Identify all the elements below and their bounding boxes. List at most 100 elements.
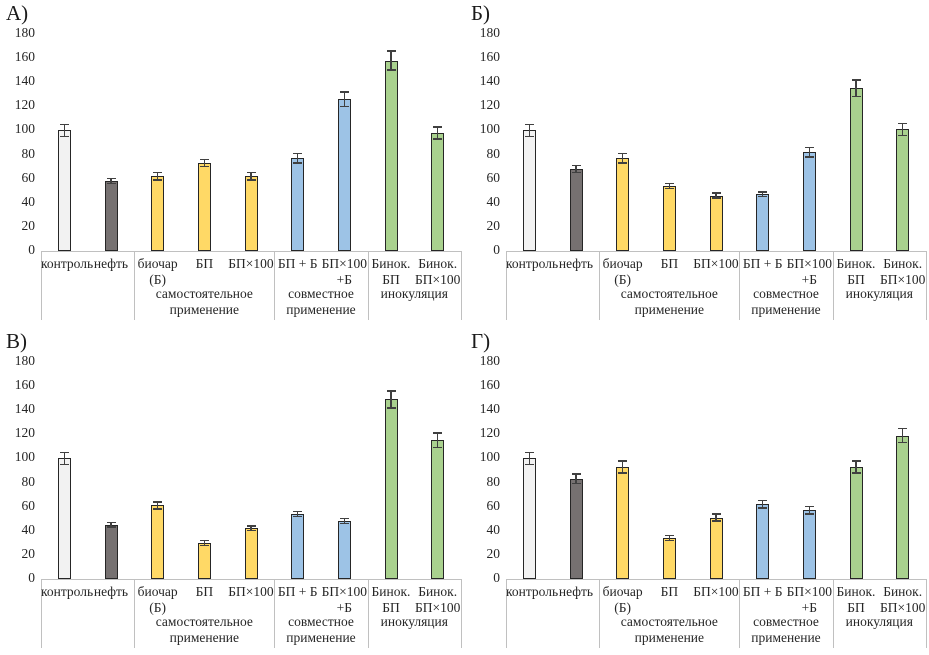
error-bar-cap-top-2 [571,473,581,475]
group-separator [134,579,136,648]
bar-4 [197,162,211,251]
bar-6 [756,194,770,251]
group-separator [274,579,276,648]
category-label-2: нефть [558,584,594,599]
error-bar-cap-bottom-5 [246,179,256,181]
error-bar-cap-top-1 [59,451,69,454]
error-bar-cap-bottom-7 [339,105,349,108]
bar-3 [151,505,165,579]
bar-4 [662,185,676,251]
group-separator [506,579,507,648]
bar-9 [431,132,445,251]
y-tick-label: 20 [486,545,501,561]
y-tick-label: 140 [14,401,35,417]
error-bar-line-3 [156,172,159,180]
y-tick-label: 60 [486,497,501,513]
error-bar-line-6 [761,500,764,508]
error-bar-cap-top-6 [293,152,303,155]
group-label-2: самостоятельное применение [155,286,253,317]
error-bar-cap-top-8 [851,79,861,81]
error-bar-cap-top-4 [664,182,674,185]
error-bar-cap-top-5 [711,192,721,194]
error-bar-cap-bottom-8 [386,407,396,409]
error-bar-cap-top-6 [758,499,768,502]
y-tick-label: 0 [28,570,35,585]
error-bar-cap-bottom-8 [851,95,861,98]
group-separator [41,251,42,320]
y-tick-label: 0 [493,570,500,585]
error-bar-cap-top-5 [711,513,721,515]
bar-8 [384,399,398,579]
y-tick-label: 40 [21,193,36,209]
y-tick-label: 100 [14,121,35,137]
error-bar-cap-bottom-6 [758,196,768,198]
error-bar-cap-bottom-2 [106,182,116,185]
y-tick-label: 40 [486,193,501,209]
bar-5 [244,176,258,251]
bar-2 [569,169,583,251]
group-label-3: совместное применение [751,286,821,317]
bar-3 [616,466,630,579]
category-label-6: БП + Б [742,256,783,271]
bar-8 [384,60,398,251]
category-label-3: биочар (Б) [137,256,178,287]
error-bar-cap-bottom-9 [898,134,908,136]
y-tick-label: 180 [479,353,500,368]
y-tick-label: 60 [21,169,36,185]
y-tick-label: 100 [479,449,500,465]
group-separator [274,251,276,320]
error-bar-cap-bottom-2 [571,171,581,174]
x-axis-line [506,579,926,580]
category-label-7: БП×100 +Б [786,584,833,615]
panel-label: Б) [471,1,491,25]
error-bar-cap-top-4 [199,539,209,542]
error-bar-cap-top-3 [153,171,163,174]
group-label-4: инокуляция [845,286,913,301]
error-bar-cap-bottom-1 [59,463,69,466]
category-label-3: биочар (Б) [137,584,178,615]
error-bar-line-4 [668,183,671,189]
category-label-5: БП×100 [693,584,739,599]
error-bar-line-6 [296,511,299,517]
error-bar-cap-bottom-7 [339,522,349,525]
group-label-2: самостоятельное применение [155,614,253,645]
group-separator [461,579,462,648]
error-bar-cap-top-1 [59,123,69,126]
error-bar-cap-bottom-6 [758,507,768,509]
error-bar-line-8 [390,50,392,71]
error-bar-cap-top-9 [433,126,443,128]
group-label-2: самостоятельное применение [620,286,718,317]
y-tick-label: 160 [479,377,500,393]
error-bar-cap-top-5 [246,525,256,527]
y-tick-label: 120 [479,97,500,113]
panel-label: В) [6,329,27,353]
category-label-4: БП [195,584,214,599]
category-label-4: БП [660,584,679,599]
y-tick-label: 120 [14,425,35,441]
error-bar-line-4 [203,159,206,167]
error-bar-line-3 [156,501,159,510]
error-bar-line-4 [203,540,206,546]
y-tick-label: 180 [14,25,35,40]
y-tick-label: 40 [486,521,501,537]
bar-9 [896,129,910,251]
error-bar-cap-top-6 [293,510,303,513]
group-separator [832,251,834,320]
bar-4 [662,538,676,579]
category-label-4: БП [660,256,679,271]
group-separator [739,579,741,648]
error-bar-cap-bottom-8 [851,472,861,474]
chart-panel-2: Б) 0 20 40 60 80 100 120 140 160 180 контроль нефть б… [465,0,929,327]
error-bar-line-1 [528,452,531,465]
error-bar-cap-top-1 [524,451,534,454]
category-label-1: контроль [41,584,94,599]
chart-panel-3: В) 0 20 40 60 80 100 120 140 160 180 контроль нефть б… [0,328,464,655]
y-tick-label: 160 [14,377,35,393]
category-label-9: Бинок. БП×100 [879,584,926,615]
y-tick-label: 160 [14,49,35,65]
y-tick-label: 140 [479,73,500,89]
y-tick-label: 80 [21,145,36,161]
y-tick-label: 180 [14,353,35,368]
bar-2 [104,524,118,579]
bar-1 [57,458,71,579]
